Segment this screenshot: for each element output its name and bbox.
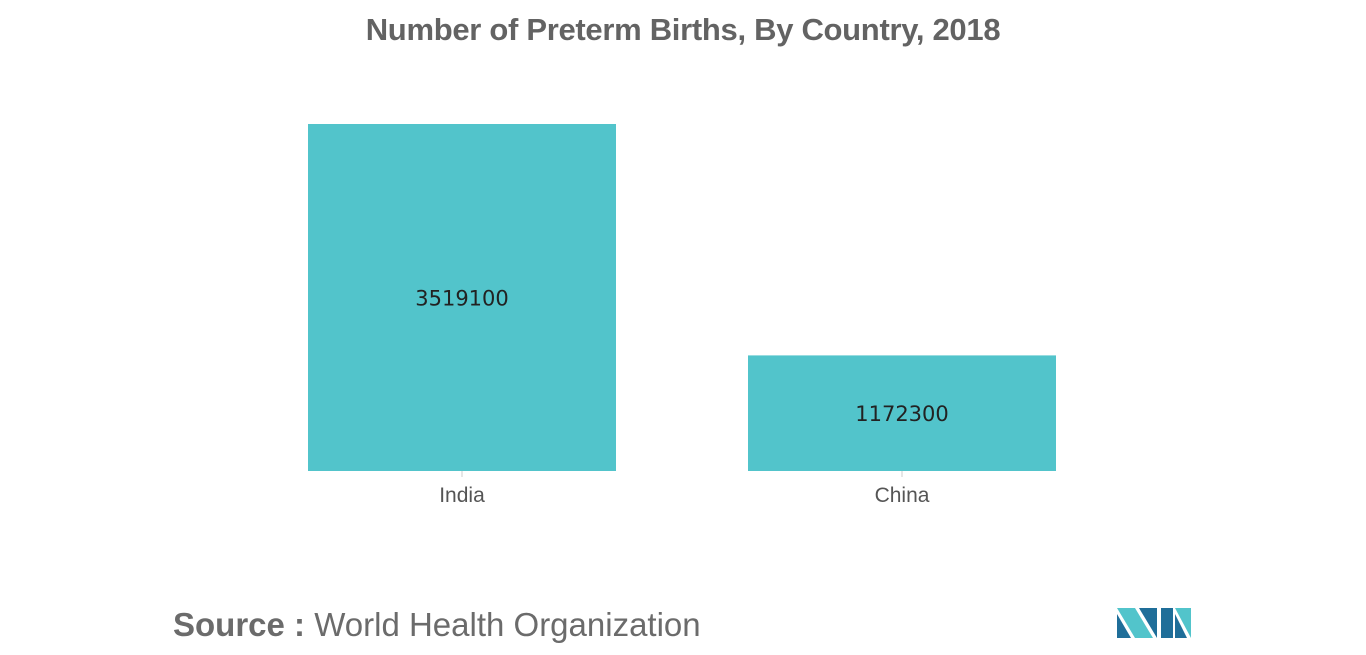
source-note: Source : World Health Organization	[173, 606, 701, 644]
x-tick-label-india: India	[439, 484, 485, 507]
bar-india	[308, 124, 616, 471]
source-text: World Health Organization	[314, 606, 701, 643]
value-label-india: 3519100	[415, 287, 509, 311]
x-tick-label-china: China	[875, 484, 930, 507]
chart-title: Number of Preterm Births, By Country, 20…	[365, 12, 1001, 47]
bar-chart: 3519100 India 1172300 China	[308, 124, 1056, 507]
bar-china	[748, 355, 1056, 471]
value-label-china: 1172300	[855, 402, 949, 426]
source-label: Source :	[173, 606, 306, 643]
mordor-logo-icon	[1117, 608, 1191, 638]
